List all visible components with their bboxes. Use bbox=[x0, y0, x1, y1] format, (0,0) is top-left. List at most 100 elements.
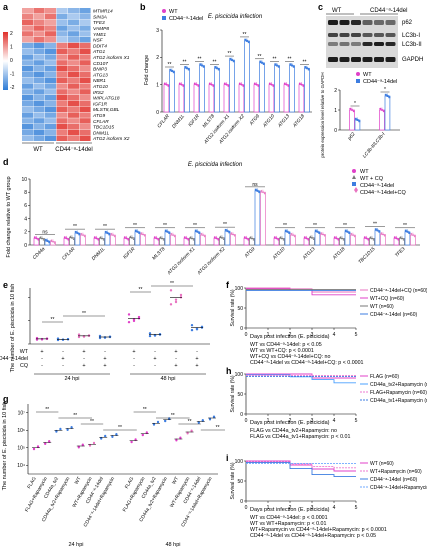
heatmap-cell bbox=[79, 66, 91, 72]
blot-band bbox=[385, 42, 396, 46]
group-24hpi: 24 hpi bbox=[65, 376, 80, 382]
data-point bbox=[302, 84, 305, 87]
panel-label-c: c bbox=[318, 2, 324, 12]
data-point bbox=[253, 82, 256, 85]
panel-i-survival: Survival rate (%) 0 50 100 0 1 2 3 4 5 WT (n=60) W… bbox=[230, 459, 427, 539]
data-point bbox=[212, 415, 216, 418]
heatmap-cell bbox=[68, 129, 80, 136]
heatmap-cell bbox=[68, 8, 80, 14]
heatmap-cell bbox=[79, 8, 91, 14]
x-tick-label: 1 bbox=[267, 505, 270, 511]
heatmap-cell bbox=[56, 112, 68, 118]
panel-f-survival: Survival rate (%) 0 50 100 0 1 2 3 4 5 CD44⁻ᵃ-14d… bbox=[230, 286, 427, 366]
data-point bbox=[194, 229, 197, 232]
heatmap-gene-label: IRS2 bbox=[93, 90, 104, 96]
heatmap-cell bbox=[68, 48, 80, 54]
data-point bbox=[81, 443, 84, 446]
panel-f-stat-3: WT+CQ vs CD44⁻ᵃ-14del+CQ: no bbox=[250, 354, 330, 360]
data-point bbox=[223, 82, 226, 85]
blot-label-lc3b-i: LC3b-I bbox=[402, 33, 420, 39]
x-category-label: ATG18 bbox=[291, 113, 306, 129]
data-point bbox=[217, 238, 220, 241]
heatmap-gene-label: BNIP3 bbox=[93, 67, 107, 73]
blot-band bbox=[328, 42, 338, 46]
y-tick-label: 8 bbox=[24, 190, 27, 196]
blot-band bbox=[351, 42, 361, 46]
row-sign: + bbox=[174, 363, 177, 369]
data-point bbox=[350, 232, 353, 236]
row-sign: + bbox=[40, 349, 43, 355]
heatmap-scale-tick: -1 bbox=[10, 72, 15, 78]
data-point bbox=[78, 233, 81, 236]
data-point bbox=[230, 232, 233, 235]
heatmap-cell bbox=[33, 25, 45, 31]
legend-label: FLAG+Rapamycin (n=60) bbox=[370, 390, 427, 396]
data-point bbox=[310, 236, 314, 239]
data-point bbox=[240, 83, 243, 86]
heatmap-cell bbox=[33, 42, 45, 49]
data-point bbox=[153, 334, 157, 337]
data-point bbox=[277, 238, 280, 241]
bar bbox=[169, 70, 175, 113]
data-point bbox=[164, 229, 167, 232]
heatmap-cell bbox=[33, 89, 45, 95]
bar bbox=[214, 67, 220, 113]
blot-label-lc3b-ii: LC3b-II bbox=[402, 42, 422, 48]
row-sign: - bbox=[175, 356, 177, 362]
heatmap-cell bbox=[56, 135, 68, 141]
data-point bbox=[293, 235, 296, 238]
x-category-label: ATG2 isoform X2 bbox=[217, 113, 246, 146]
data-point bbox=[169, 68, 172, 71]
data-point bbox=[157, 238, 160, 241]
panel-i-stat-4: CD44⁻ᵃ-14del vs CD44⁻ᵃ-14del+Rapamycin: … bbox=[250, 533, 376, 539]
data-point bbox=[100, 237, 104, 240]
data-point bbox=[40, 338, 44, 341]
heatmap-cell bbox=[68, 118, 80, 124]
blot-band bbox=[351, 33, 361, 37]
data-point bbox=[53, 241, 56, 245]
data-point bbox=[69, 235, 72, 238]
sig-mark: ** bbox=[303, 59, 307, 65]
bar bbox=[163, 84, 170, 113]
data-point bbox=[190, 237, 194, 240]
blot-band bbox=[362, 57, 373, 62]
data-point bbox=[97, 238, 100, 241]
panel-i-stat-3: WT+Rapamycin vs CD44⁻ᵃ-14del+Rapamycin: … bbox=[250, 527, 387, 533]
bar bbox=[268, 84, 275, 113]
legend-label: CD44a_tv2+Rapamycin (n=60) bbox=[370, 382, 427, 388]
data-point bbox=[225, 83, 228, 86]
data-point bbox=[145, 431, 148, 434]
sig-mark: ** bbox=[168, 62, 172, 68]
panel-d-legend-kocq: CD44⁻ᵃ-14del+CQ bbox=[360, 190, 406, 196]
data-point bbox=[44, 238, 47, 241]
row-sign: + bbox=[103, 356, 106, 362]
sig-mark: ** bbox=[373, 221, 377, 227]
group-24hpi: 24 hpi bbox=[69, 542, 84, 548]
panel-d-legend-wtcq: WT + CQ bbox=[360, 176, 384, 182]
sig-mark: ** bbox=[188, 419, 192, 425]
data-point bbox=[173, 235, 176, 238]
heatmap-cell bbox=[56, 19, 68, 25]
data-point bbox=[168, 232, 171, 234]
data-point bbox=[190, 328, 194, 332]
blot-band bbox=[362, 33, 373, 37]
data-point bbox=[282, 238, 285, 241]
row-sign: + bbox=[195, 356, 198, 362]
heatmap-cell bbox=[45, 42, 57, 49]
x-category-label: WT bbox=[74, 476, 83, 486]
data-point bbox=[257, 84, 260, 87]
bar bbox=[384, 95, 391, 131]
legend-label: WT+CQ (n=60) bbox=[370, 296, 405, 302]
data-point bbox=[312, 237, 315, 240]
data-point bbox=[166, 230, 169, 233]
data-point bbox=[270, 83, 273, 86]
x-category-label: DNM1L bbox=[171, 113, 186, 130]
data-point bbox=[42, 238, 45, 241]
panel-i-stat-1: WT vs CD44⁻ᵃ-14del: p < 0.0001 bbox=[250, 515, 328, 521]
x-tick-label: 3 bbox=[311, 418, 314, 424]
heatmap-cell bbox=[79, 112, 91, 118]
heatmap-cell bbox=[68, 25, 80, 31]
data-point bbox=[171, 70, 174, 72]
bar bbox=[349, 109, 355, 131]
data-point bbox=[381, 109, 384, 111]
